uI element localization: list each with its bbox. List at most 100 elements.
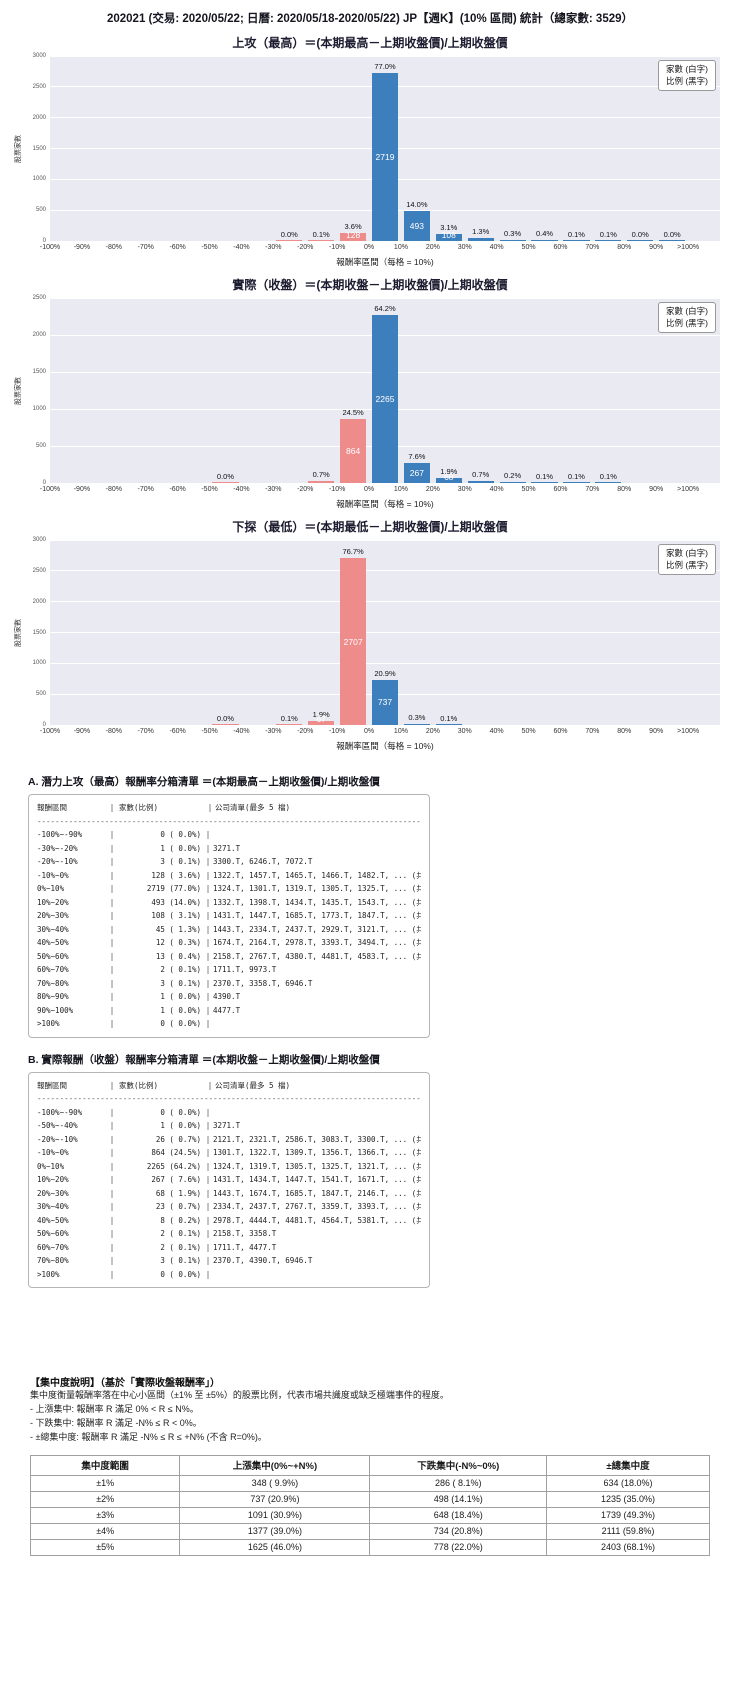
x-tick-label: 70% [585, 728, 600, 735]
x-axis-label: 報酬率區間（每格 = 10%) [336, 741, 434, 751]
pipe-separator: | [109, 1215, 115, 1225]
list-range-cell: -30%~-20% [37, 843, 78, 853]
list-companies-cell: 1443.T, 1674.T, 1685.T, 1847.T, 2146.T, … [213, 1188, 421, 1198]
list-range-cell: 30%~40% [37, 924, 69, 934]
y-axis-label-text: 股票家數 [15, 618, 22, 647]
x-tick-label: 50% [521, 244, 536, 251]
concentration-heading: 【集中度說明】（基於「實際收盤報酬率」） [30, 1378, 220, 1389]
x-tick-label: 40% [489, 728, 504, 735]
x-tick-label: -70% [137, 728, 154, 735]
bar-percent-label: 0.1% [280, 713, 298, 723]
pipe-separator: | [109, 897, 115, 907]
chart-legend: 家數 (白字) 比例 (黑字) [657, 302, 716, 333]
x-tick-label: -100% [39, 486, 61, 493]
list-row: 10%~20% | 267 ( 7.6%) | 1431.T, 1434.T, 1447… [37, 1173, 421, 1187]
pipe-separator: | [109, 870, 115, 880]
pipe-separator: | [205, 1242, 211, 1252]
x-tick-label: 10% [393, 728, 408, 735]
list-companies-cell: 4477.T [213, 1005, 241, 1015]
bar-count-label: 68 [444, 472, 454, 482]
pipe-separator: | [109, 1175, 115, 1184]
list-companies-cell: 公司清單(最多 5 檔) [215, 803, 291, 812]
bar-percent-label: 1.3% [472, 227, 490, 237]
y-axis-label: 股票家數 [12, 56, 24, 241]
pipe-separator: | [109, 1188, 115, 1198]
y-tick-label: 1500 [32, 629, 46, 636]
x-tick-label: -40% [233, 244, 250, 251]
pipe-separator: | [109, 803, 115, 812]
y-axis-ticks: 0 500 1000 1500 2000 2500 [24, 295, 50, 486]
list-count-cell: 12 ( 0.3%) [155, 938, 201, 947]
list-row: -20%~-10% | 3 ( 0.1%) | 3300.T, 6246.T, 7072… [37, 855, 421, 869]
table-row: ±5% 1625 (46.0%) 778 (22.0%) 2403 (68.1%) [29, 1538, 710, 1556]
pipe-separator: | [109, 1005, 115, 1015]
bar [308, 720, 335, 725]
bar-count-label: 737 [377, 697, 393, 708]
x-axis-label: 報酬率區間（每格 = 10%) [336, 499, 434, 509]
legend-line-ratio: 比例 (黑字) [665, 318, 708, 329]
list-count-cell: 1 ( 0.0%) [160, 1005, 201, 1015]
x-tick-label: -40% [233, 486, 250, 493]
bar-percent-label: 24.5% [342, 408, 364, 418]
list-count-cell: 8 ( 0.2%) [160, 1215, 201, 1225]
x-tick-label: 90% [649, 486, 664, 493]
list-count-cell: 2 ( 0.1%) [160, 1229, 201, 1238]
list-count-cell: 0 ( 0.0%) [160, 1019, 201, 1028]
list-companies-cell [213, 1268, 421, 1282]
list-companies-cell: 1324.T, 1319.T, 1305.T, 1325.T, 1321.T, … [213, 1161, 421, 1171]
bar-percent-label: 14.0% [406, 199, 428, 209]
x-tick-label: >100% [677, 486, 700, 493]
bar-percent-label: 0.0% [663, 229, 681, 239]
x-tick-label: 0% [363, 486, 375, 493]
bar-percent-label: 0.0% [631, 229, 649, 239]
x-tick-label: -60% [169, 244, 186, 251]
x-tick-label: 0% [363, 728, 375, 735]
x-tick-label: 60% [553, 244, 568, 251]
legend-line-count: 家數 (白字) [665, 306, 708, 316]
list-range-cell: 報酬區間 [37, 1080, 67, 1090]
x-tick-label: -90% [73, 486, 91, 493]
x-tick-label: -50% [201, 486, 218, 493]
pipe-separator: | [109, 1148, 115, 1157]
list-companies-cell: 1674.T, 2164.T, 2978.T, 3393.T, 3494.T, … [213, 938, 421, 947]
x-tick-label: 80% [617, 244, 632, 251]
bar [595, 239, 622, 241]
legend-line-ratio: 比例 (黑字) [665, 76, 708, 87]
y-tick-label: 1500 [32, 369, 46, 375]
bar [371, 315, 399, 483]
list-range-cell: -20%~-10% [37, 857, 78, 866]
pipe-separator: | [205, 924, 211, 934]
list-range-cell: 10%~20% [37, 897, 69, 907]
plot-row: 股票家數 0 500 1000 1500 2000 2500 3000 家數 (白字) 比例… [12, 53, 728, 251]
x-tick-label: -10% [328, 244, 346, 251]
bar [308, 239, 335, 241]
pipe-separator: | [205, 1121, 211, 1130]
pipe-separator: | [109, 992, 115, 1001]
bar [212, 723, 239, 725]
pipe-separator: | [205, 965, 211, 974]
list-companies-cell [213, 1017, 421, 1031]
bar [467, 481, 494, 483]
x-axis-label: 報酬率區間（每格 = 10%) [336, 257, 434, 267]
plot-area: 家數 (白字) 比例 (黑字) -100% -90% -80% -70% -60% -50… [40, 297, 720, 493]
pipe-separator: | [205, 951, 211, 961]
chart-legend: 家數 (白字) 比例 (黑字) [657, 60, 716, 91]
table-header-cell: 集中度範圍 [29, 1454, 181, 1476]
x-tick-label: 90% [649, 728, 664, 735]
x-tick-label: 30% [457, 486, 472, 493]
concentration-section: 【集中度說明】（基於「實際收盤報酬率」） 集中度衡量報酬率落在中心小區間（±1%… [30, 1374, 710, 1445]
y-tick-label: 2000 [32, 114, 46, 121]
plot-row: 股票家數 0 500 1000 1500 2000 2500 家數 (白字) 比例 (黑字… [12, 295, 728, 493]
list-companies-cell: 2370.T, 4390.T, 6946.T [213, 1256, 313, 1265]
bar-percent-label: 0.1% [567, 229, 585, 239]
list-row: 60%~70% | 2 ( 0.1%) | 1711.T, 9973.T [37, 963, 421, 977]
list-range-cell: -20%~-10% [37, 1134, 78, 1144]
list-companies-cell: 1332.T, 1398.T, 1434.T, 1435.T, 1543.T, … [213, 897, 421, 907]
list-count-cell: 2 ( 0.1%) [160, 1242, 201, 1252]
table-cell: 737 (20.9%) [179, 1490, 371, 1508]
pipe-separator: | [205, 830, 211, 839]
list-companies-cell [213, 828, 421, 842]
y-tick-label: 0 [42, 722, 46, 728]
x-tick-label: 70% [585, 486, 600, 493]
list-row: 70%~80% | 3 ( 0.1%) | 2370.T, 3358.T, 6946.T [37, 977, 421, 991]
